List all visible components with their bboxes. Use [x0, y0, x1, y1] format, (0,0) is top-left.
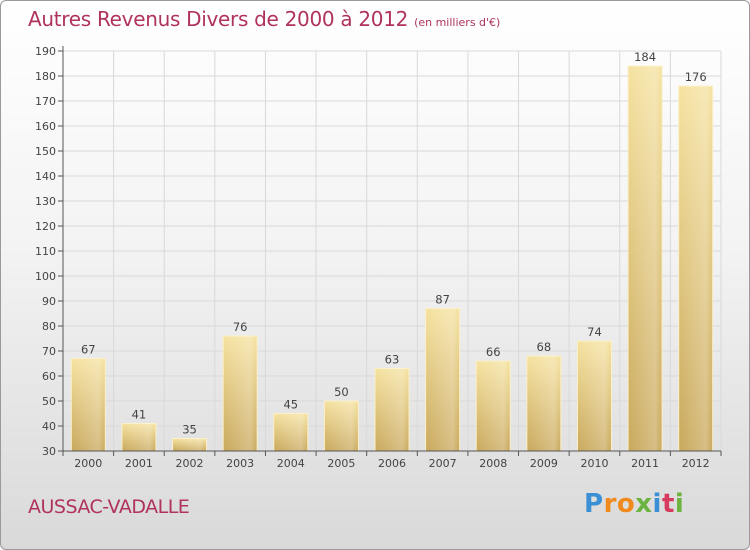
commune-name: AUSSAC-VADALLE [28, 496, 190, 518]
y-tick-label: 120 [35, 220, 56, 233]
bars [70, 65, 714, 452]
bar-value-label: 184 [634, 50, 656, 64]
bar-value-label: 67 [81, 343, 96, 357]
y-tick-label: 80 [42, 320, 56, 333]
bar-value-label: 68 [537, 340, 552, 354]
y-tick-label: 60 [42, 370, 56, 383]
x-tick-label: 2007 [429, 457, 457, 470]
logo-letter: P [584, 489, 604, 519]
bar-highlight [628, 66, 663, 451]
bar-value-label: 87 [435, 293, 450, 307]
y-tick-label: 70 [42, 345, 56, 358]
x-tick-label: 2001 [125, 457, 153, 470]
y-tick-label: 170 [35, 95, 56, 108]
x-tick-label: 2003 [226, 457, 254, 470]
proxiti-logo: Proxiti [584, 489, 684, 519]
bar-highlight [577, 341, 612, 451]
x-tick-label: 2002 [176, 457, 204, 470]
bar-highlight [223, 336, 258, 451]
bar-value-label: 176 [685, 70, 707, 84]
bar-value-label: 35 [182, 423, 197, 437]
bar-highlight [324, 401, 359, 451]
y-tick-label: 90 [42, 295, 56, 308]
logo-letter: i [652, 489, 662, 519]
x-tick-label: 2011 [631, 457, 659, 470]
x-tick-label: 2009 [530, 457, 558, 470]
y-tick-label: 180 [35, 70, 56, 83]
chart-subtitle: (en milliers d'€) [414, 16, 501, 29]
bar-highlight [71, 358, 106, 451]
x-tick-label: 2006 [378, 457, 406, 470]
y-tick-label: 100 [35, 270, 56, 283]
logo-letter: t [661, 489, 675, 519]
x-tick-label: 2012 [682, 457, 710, 470]
y-tick-label: 30 [42, 445, 56, 458]
bar-value-label: 50 [334, 385, 349, 399]
logo-letter: o [616, 489, 636, 519]
bar-highlight [425, 308, 460, 451]
bar-value-label: 66 [486, 345, 501, 359]
y-tick-label: 50 [42, 395, 56, 408]
bar-highlight [273, 413, 308, 451]
y-tick-label: 190 [35, 45, 56, 58]
bar-value-label: 63 [385, 353, 400, 367]
bar-value-label: 41 [132, 408, 147, 422]
x-tick-label: 2004 [277, 457, 305, 470]
x-tick-label: 2008 [479, 457, 507, 470]
x-tick-label: 2005 [327, 457, 355, 470]
bar-highlight [678, 86, 713, 451]
axes [58, 46, 722, 456]
logo-letter: i [674, 489, 685, 519]
bar-value-label: 76 [233, 320, 248, 334]
bar-value-label: 74 [587, 325, 602, 339]
chart-title-text: Autres Revenus Divers de 2000 à 2012 [28, 7, 409, 31]
x-tick-label: 2000 [74, 457, 102, 470]
y-tick-label: 160 [35, 120, 56, 133]
bar-highlight [476, 361, 511, 451]
chart-title: Autres Revenus Divers de 2000 à 2012 (en … [28, 7, 500, 31]
logo-letter: r [603, 489, 617, 519]
y-tick-label: 140 [35, 170, 56, 183]
bar-highlight [121, 423, 156, 451]
y-tick-label: 150 [35, 145, 56, 158]
bar-highlight [172, 438, 207, 451]
bar-highlight [375, 368, 409, 451]
bar-value-label: 45 [283, 398, 298, 412]
bar-highlight [526, 356, 561, 451]
y-tick-label: 130 [35, 195, 56, 208]
labels: 30 40 50 60 70 80 90 100 110 120 130 140 150 160 170 18… [35, 45, 710, 470]
x-tick-label: 2010 [580, 457, 608, 470]
y-tick-label: 40 [42, 420, 56, 433]
y-tick-label: 110 [35, 245, 56, 258]
logo-letter: x [635, 489, 653, 519]
